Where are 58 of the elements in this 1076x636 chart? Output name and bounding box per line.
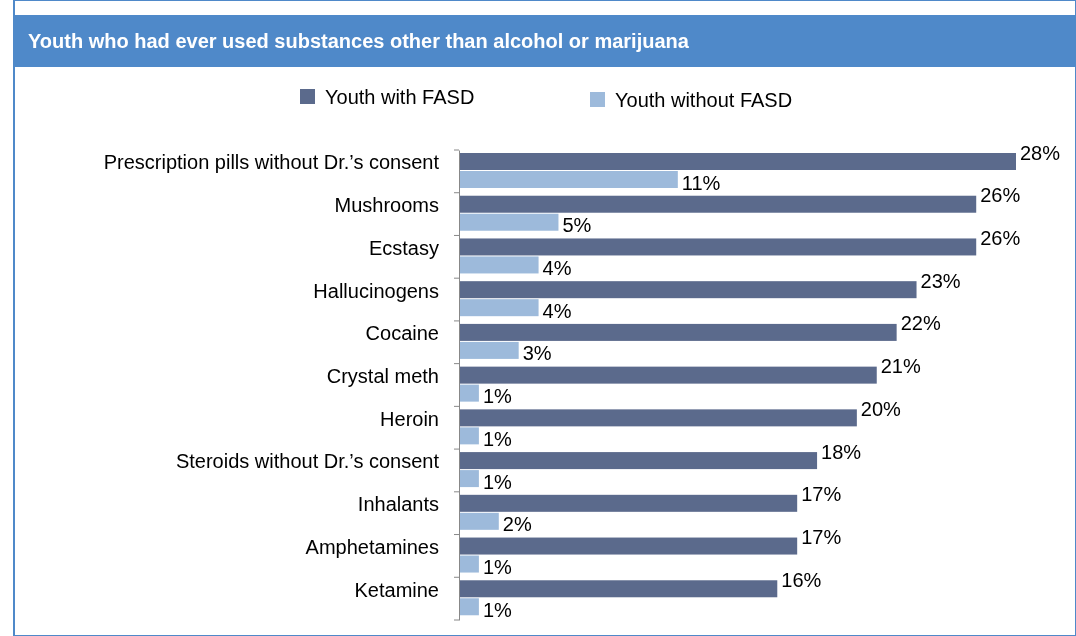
bar xyxy=(459,427,479,445)
data-label: 2% xyxy=(502,513,532,536)
bar xyxy=(459,256,539,274)
bar xyxy=(459,512,499,530)
legend-label: Youth without FASD xyxy=(615,89,793,111)
data-label: 16% xyxy=(781,568,822,591)
data-label: 5% xyxy=(562,214,592,237)
bar xyxy=(459,494,798,512)
data-label: 18% xyxy=(821,440,862,463)
data-label: 21% xyxy=(880,355,921,378)
y-tick-label: Heroin xyxy=(380,407,439,430)
y-tick-label: Mushrooms xyxy=(334,194,439,217)
y-tick-label: Prescription pills without Dr.’s consent xyxy=(103,151,440,174)
bar xyxy=(459,384,479,402)
data-label: 26% xyxy=(980,184,1021,207)
y-tick-label: Crystal meth xyxy=(326,365,439,387)
data-label: 1% xyxy=(482,427,513,450)
y-tick-label: Inhalants xyxy=(357,493,439,516)
bar xyxy=(459,323,897,341)
data-label: 1% xyxy=(482,598,513,621)
bar xyxy=(459,213,559,231)
data-label: 3% xyxy=(522,342,552,365)
data-label: 17% xyxy=(801,483,842,506)
bar xyxy=(459,555,479,573)
y-tick-label: Amphetamines xyxy=(305,535,439,558)
bar xyxy=(459,537,798,555)
data-label: 4% xyxy=(542,299,572,322)
y-tick-label: Steroids without Dr.’s consent xyxy=(175,450,440,473)
bar xyxy=(459,281,917,299)
data-label: 1% xyxy=(482,470,513,493)
data-label: 1% xyxy=(482,556,513,579)
data-label: 11% xyxy=(681,171,721,194)
bar xyxy=(459,153,1016,170)
bar xyxy=(459,195,977,213)
bar xyxy=(459,238,977,256)
y-tick-label: Ecstasy xyxy=(368,236,439,259)
data-label: 4% xyxy=(542,256,572,279)
bar xyxy=(459,452,818,470)
y-tick-label: Ketamine xyxy=(354,578,439,601)
bar xyxy=(459,409,857,427)
data-label: 20% xyxy=(860,397,902,420)
bar xyxy=(459,470,479,488)
bar xyxy=(459,580,778,598)
data-label: 1% xyxy=(482,385,513,408)
data-label: 22% xyxy=(900,312,941,335)
data-label: 17% xyxy=(801,526,842,549)
bar xyxy=(459,299,539,317)
legend-label: Youth with FASD xyxy=(325,86,475,108)
y-tick-label: Cocaine xyxy=(365,322,439,345)
data-label: 26% xyxy=(980,226,1021,249)
bar xyxy=(459,366,877,384)
bar xyxy=(459,171,678,188)
bar xyxy=(459,341,519,359)
y-tick-label: Hallucinogens xyxy=(313,279,439,302)
chart-title: Youth who had ever used substances other than alcohol or marijuana xyxy=(28,30,690,52)
bar xyxy=(459,598,479,616)
data-label: 23% xyxy=(920,269,961,292)
data-label: 28% xyxy=(1020,141,1061,164)
